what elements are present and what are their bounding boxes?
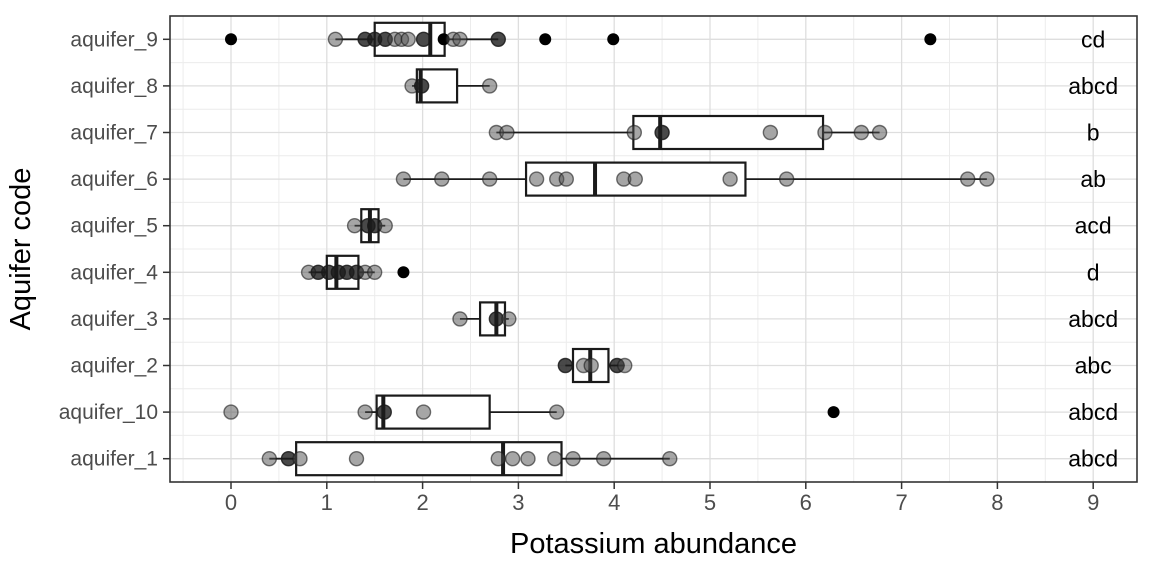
x-tick-label: 6 [800,490,812,515]
data-point [558,171,574,187]
significance-letter: d [1087,259,1100,285]
significance-letter: abc [1075,353,1112,379]
data-point [413,78,430,94]
data-point [565,451,581,467]
data-point [528,171,545,187]
data-point [617,357,633,374]
data-point [627,171,643,187]
outlier-point [924,33,937,46]
data-point [520,451,536,467]
significance-letter: b [1087,120,1100,146]
y-category-label: aquifer_1 [70,448,158,471]
x-tick-label: 7 [895,490,907,515]
significance-letter: abcd [1068,73,1118,99]
data-point [504,451,521,467]
data-point [261,451,278,467]
x-tick-label: 9 [1087,490,1099,515]
data-point [376,404,392,420]
x-tick-label: 5 [704,490,716,515]
x-tick-label: 0 [225,490,237,515]
data-point [626,124,643,141]
outlier-point [607,33,620,46]
data-point [557,357,574,374]
data-point [762,124,779,141]
data-point [871,124,888,141]
y-category-label: aquifer_2 [70,355,158,378]
y-axis-title: Aquifer code [5,168,37,331]
data-point [481,78,498,94]
outlier-point [827,406,840,419]
data-point [434,171,450,187]
data-point [547,451,563,467]
data-point [817,124,833,141]
y-category-label: aquifer_5 [70,215,158,238]
data-point [367,264,383,280]
y-category-label: aquifer_9 [70,28,158,51]
box [375,394,491,430]
data-point [490,451,506,467]
x-tick-label: 1 [321,490,333,515]
data-point [481,171,498,187]
x-tick-label: 4 [608,490,620,515]
y-category-label: aquifer_4 [70,261,158,284]
y-category-label: aquifer_10 [59,401,158,424]
x-tick-label: 2 [416,490,428,515]
x-tick-label: 3 [512,490,524,515]
significance-letter: cd [1081,26,1105,52]
y-category-label: aquifer_7 [70,122,158,145]
data-point [853,124,870,141]
data-point [490,31,506,47]
data-point [292,451,308,467]
data-point [778,171,795,187]
data-point [452,31,468,47]
significance-letter: acd [1075,213,1112,239]
data-point [960,171,976,187]
data-point [662,451,678,467]
significance-letter: abcd [1068,399,1118,425]
data-point [357,404,373,420]
data-point [395,171,412,187]
significance-letter: ab [1080,166,1106,192]
y-category-label: aquifer_8 [70,75,158,98]
x-tick-label: 8 [991,490,1003,515]
outlier-point [225,33,237,46]
y-category-label: aquifer_6 [70,168,158,191]
data-point [348,451,365,467]
outlier-point [539,33,552,46]
data-point [452,311,468,327]
significance-letter: abcd [1068,446,1118,472]
data-point [722,171,738,187]
data-point [499,124,515,141]
data-point [415,404,432,420]
data-point [346,217,363,234]
panel-border [169,15,1138,483]
significance-letter: abcd [1068,306,1118,332]
data-point [501,311,517,327]
data-point [327,31,344,47]
data-point [415,31,432,47]
data-point [654,124,670,141]
y-category-label: aquifer_3 [70,308,158,331]
x-axis-title: Potassium abundance [510,528,797,560]
data-point [979,171,995,187]
data-point [223,404,239,420]
data-point [583,357,599,374]
outlier-point [397,266,410,279]
data-point [549,404,565,420]
data-point [400,31,416,47]
data-point [595,451,612,467]
data-point [377,217,393,234]
